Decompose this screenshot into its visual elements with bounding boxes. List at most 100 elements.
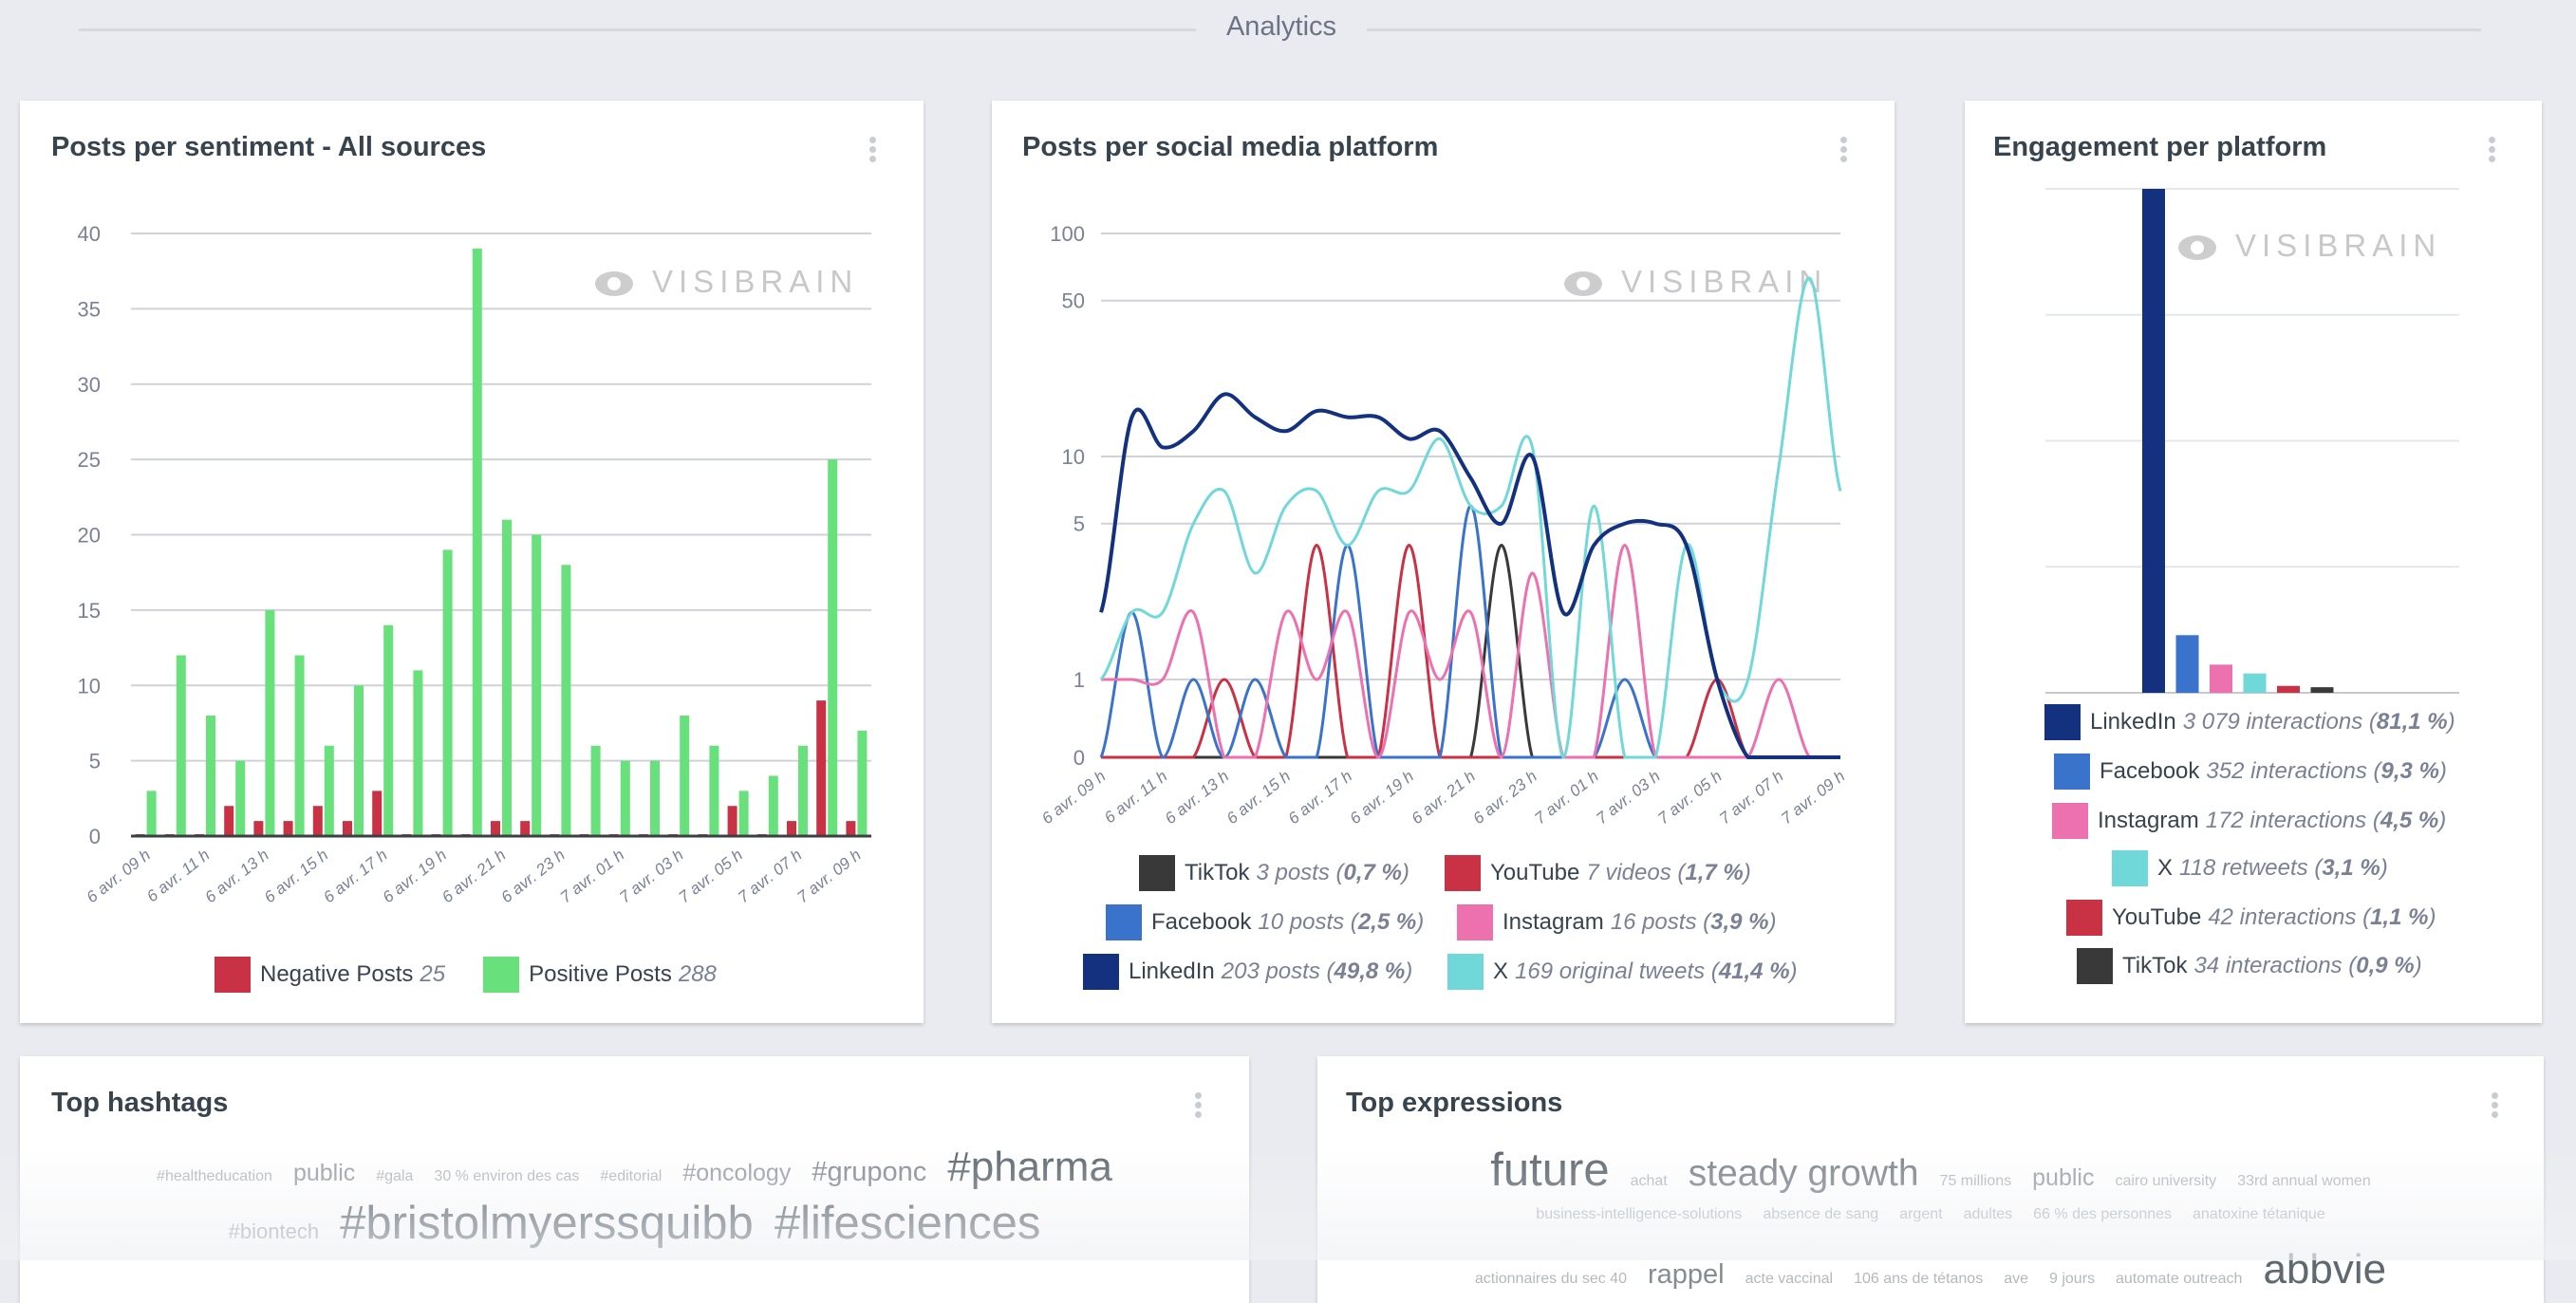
legend-item-tiktok[interactable]: TikTok 3 posts (0,7 %)	[1139, 855, 1409, 891]
legend-label: YouTube	[1490, 860, 1580, 885]
cloud-term[interactable]: #editorial	[600, 1168, 663, 1184]
cloud-row: #healtheducation public #gala 30 % environ …	[20, 1144, 1249, 1191]
more-options-icon[interactable]	[2490, 1092, 2499, 1121]
cloud-term[interactable]: achat	[1630, 1173, 1668, 1189]
visibrain-watermark: VISIBRAIN	[1564, 264, 1827, 300]
card-title: Posts per social media platform	[1022, 132, 1439, 162]
legend-value: 203 posts (49,8 %)	[1221, 959, 1413, 984]
more-options-icon[interactable]	[2487, 137, 2496, 165]
cloud-row: actionnaires du sec 40 rappel acte vaccina…	[1317, 1246, 2544, 1294]
card-title: Top expressions	[1346, 1088, 1563, 1118]
cloud-term[interactable]: abbvie	[2263, 1246, 2387, 1293]
cloud-term[interactable]: absence de sang	[1763, 1206, 1879, 1222]
cloud-term[interactable]: 30 % environ des cas	[434, 1168, 580, 1184]
legend-swatch	[1445, 855, 1481, 891]
cloud-term[interactable]: adultes	[1963, 1206, 2013, 1222]
cloud-term[interactable]: #oncology	[682, 1160, 792, 1186]
cloud-row: #biontech #bristolmyerssquibb #lifescience…	[20, 1197, 1249, 1250]
legend-item-tiktok[interactable]: TikTok 34 interactions (0,9 %)	[2077, 948, 2422, 984]
cloud-term[interactable]: public	[2032, 1164, 2095, 1191]
legend-value: 10 posts (2,5 %)	[1258, 909, 1425, 935]
legend-value: 34 interactions (0,9 %)	[2193, 953, 2422, 978]
legend-item-linkedin[interactable]: LinkedIn 3 079 interactions (81,1 %)	[2044, 704, 2455, 740]
engagement-card: Engagement per platform VISIBRAIN Linked…	[1965, 101, 2542, 1023]
legend-label: Negative Posts	[260, 961, 414, 987]
legend-swatch	[1457, 904, 1493, 940]
cloud-term[interactable]: automate outreach	[2116, 1271, 2243, 1287]
cloud-term[interactable]: #pharma	[947, 1144, 1112, 1190]
legend-label: Positive Posts	[529, 961, 672, 987]
legend-label: Facebook	[2100, 758, 2200, 784]
cloud-term[interactable]: rappel	[1647, 1259, 1725, 1290]
legend-value: 172 interactions (4,5 %)	[2205, 808, 2447, 833]
legend-label: Instagram	[2098, 808, 2199, 833]
legend-value: 3 079 interactions (81,1 %)	[2182, 709, 2455, 735]
cloud-row: future achat steady growth 75 millions publi…	[1317, 1144, 2544, 1197]
cloud-term[interactable]: #gruponc	[812, 1157, 927, 1187]
cloud-term[interactable]: #healtheducation	[157, 1168, 272, 1184]
legend-item-negative posts[interactable]: Negative Posts 25	[215, 957, 445, 993]
cloud-term[interactable]: acte vaccinal	[1745, 1271, 1834, 1287]
cloud-term[interactable]: #biontech	[228, 1219, 320, 1243]
cloud-term[interactable]: steady growth	[1688, 1153, 1919, 1194]
legend-label: X	[2157, 855, 2174, 881]
legend-item-positive posts[interactable]: Positive Posts 288	[483, 957, 717, 993]
cloud-term[interactable]: #lifesciences	[774, 1198, 1041, 1249]
cloud-term[interactable]: 33rd annual women	[2237, 1173, 2371, 1189]
cloud-term[interactable]: #bristolmyerssquibb	[340, 1198, 754, 1249]
more-options-icon[interactable]	[1193, 1092, 1203, 1121]
expressions-card: Top expressions future achat steady growth…	[1317, 1056, 2544, 1303]
sentiment-card: Posts per sentiment - All sources VISIBR…	[20, 101, 924, 1023]
legend-swatch	[2052, 803, 2088, 839]
legend-swatch	[215, 957, 251, 993]
legend-value: 352 interactions (9,3 %)	[2206, 758, 2447, 784]
eye-logo-icon	[595, 271, 633, 297]
legend-item-youtube[interactable]: YouTube 7 videos (1,7 %)	[1445, 855, 1751, 891]
legend-item-facebook[interactable]: Facebook 10 posts (2,5 %)	[1106, 904, 1424, 940]
legend-item-facebook[interactable]: Facebook 352 interactions (9,3 %)	[2054, 754, 2447, 790]
legend-swatch	[2066, 900, 2102, 936]
cloud-term[interactable]: argent	[1899, 1206, 1943, 1222]
legend-value: 288	[678, 961, 717, 987]
legend-swatch	[1106, 904, 1142, 940]
legend-swatch	[2077, 948, 2113, 984]
cloud-term[interactable]: future	[1490, 1145, 1610, 1196]
chart-legend: Negative Posts 25 Positive Posts 288	[215, 957, 755, 993]
watermark-text: VISIBRAIN	[652, 264, 859, 299]
more-options-icon[interactable]	[1839, 137, 1848, 165]
cloud-term[interactable]: 9 jours	[2049, 1271, 2096, 1287]
watermark-text: VISIBRAIN	[1621, 264, 1828, 299]
hashtags-card: Top hashtags #healtheducation public #gala…	[20, 1056, 1249, 1303]
legend-value: 169 original tweets (41,4 %)	[1515, 959, 1798, 984]
card-title: Top hashtags	[51, 1088, 229, 1118]
legend-value: 118 retweets (3,1 %)	[2179, 855, 2388, 881]
legend-item-x[interactable]: X 169 original tweets (41,4 %)	[1447, 954, 1798, 990]
legend-item-instagram[interactable]: Instagram 172 interactions (4,5 %)	[2052, 803, 2446, 839]
cloud-term[interactable]: cairo university	[2115, 1173, 2217, 1189]
legend-item-linkedin[interactable]: LinkedIn 203 posts (49,8 %)	[1083, 954, 1412, 990]
cloud-term[interactable]: anatoxine tétanique	[2193, 1206, 2325, 1222]
cloud-term[interactable]: ave	[2004, 1271, 2028, 1287]
cloud-term[interactable]: actionnaires du sec 40	[1474, 1271, 1627, 1287]
cloud-term[interactable]: 66 % des personnes	[2033, 1206, 2173, 1222]
legend-value: 16 posts (3,9 %)	[1610, 909, 1777, 935]
legend-swatch	[1139, 855, 1175, 891]
cloud-term[interactable]: public	[292, 1160, 356, 1186]
legend-swatch	[1083, 954, 1119, 990]
header-divider-right	[1367, 28, 2481, 31]
cloud-term[interactable]: 75 millions	[1939, 1173, 2012, 1189]
card-title: Posts per sentiment - All sources	[51, 132, 487, 162]
legend-value: 25	[420, 961, 446, 987]
visibrain-watermark: VISIBRAIN	[595, 264, 858, 300]
cloud-term[interactable]: #gala	[376, 1168, 414, 1184]
legend-item-instagram[interactable]: Instagram 16 posts (3,9 %)	[1457, 904, 1777, 940]
eye-logo-icon	[2178, 235, 2216, 261]
cloud-term[interactable]: business-intelligence-solutions	[1536, 1206, 1743, 1222]
card-title: Engagement per platform	[1993, 132, 2327, 162]
legend-item-x[interactable]: X 118 retweets (3,1 %)	[2112, 850, 2388, 886]
more-options-icon[interactable]	[868, 137, 877, 165]
legend-item-youtube[interactable]: YouTube 42 interactions (1,1 %)	[2066, 900, 2436, 936]
legend-label: LinkedIn	[1129, 959, 1215, 984]
cloud-term[interactable]: 106 ans de tétanos	[1854, 1271, 1984, 1287]
cloud-row: business-intelligence-solutions absence d…	[1317, 1206, 2544, 1223]
